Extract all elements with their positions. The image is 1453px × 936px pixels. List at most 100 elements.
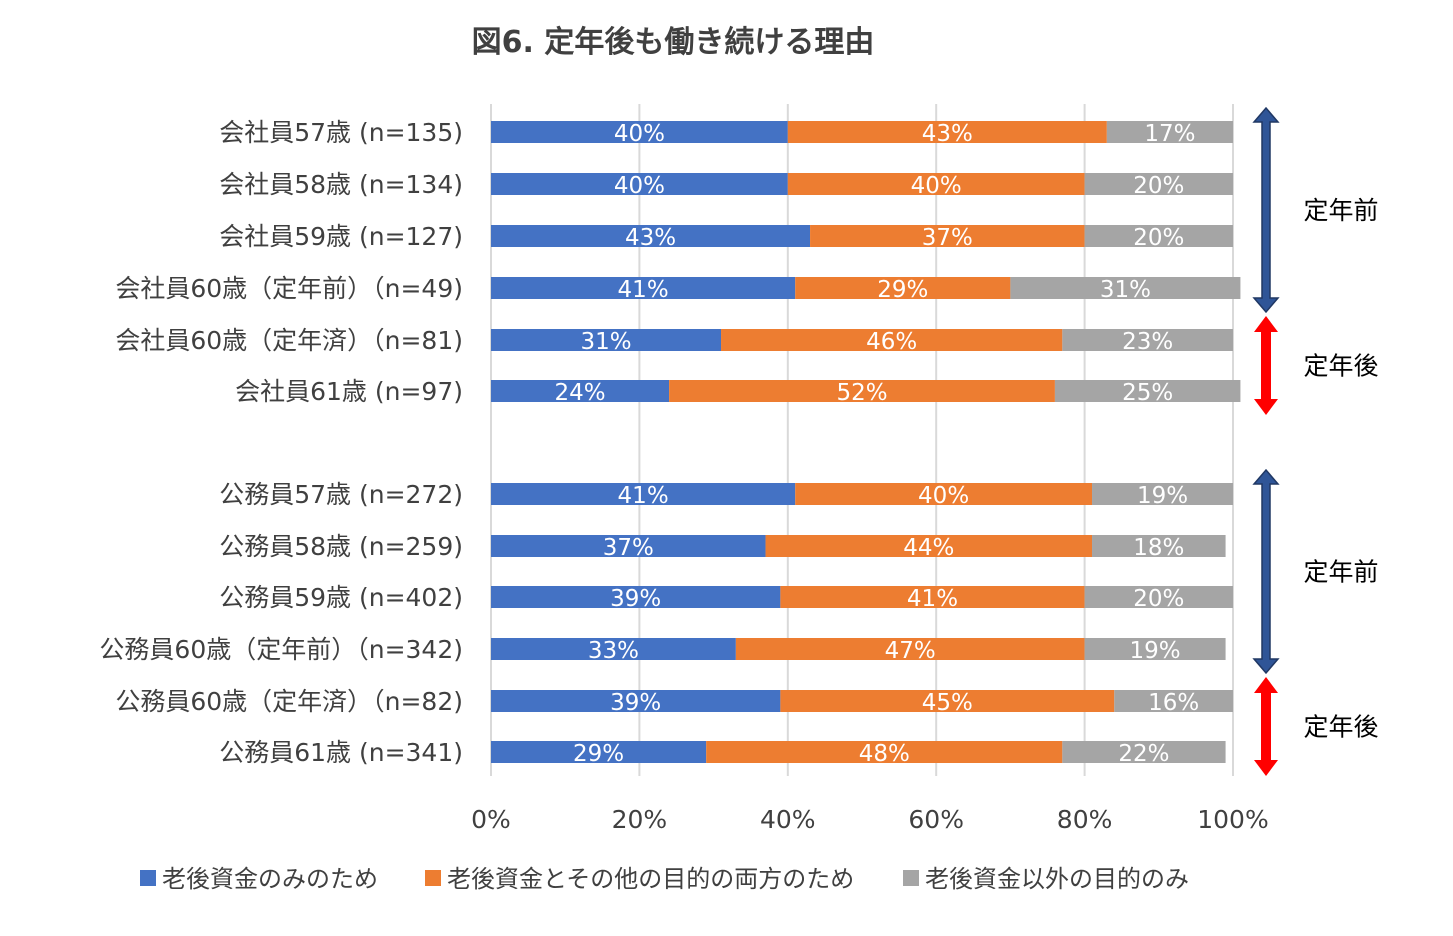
- data-label: 43%: [922, 121, 973, 147]
- legend: 老後資金のみのため 老後資金とその他の目的の両方のため 老後資金以外の目的のみ: [140, 865, 1189, 893]
- category-label: 公務員58歳 (n=259): [219, 532, 463, 561]
- bar-segment: [1054, 380, 1241, 402]
- bar-segment: [491, 638, 736, 660]
- category-labels: 会社員57歳 (n=135) 会社員58歳 (n=134) 会社員59歳 (n=12…: [99, 118, 463, 767]
- data-label: 20%: [1133, 225, 1184, 251]
- category-label: 会社員57歳 (n=135): [219, 118, 463, 147]
- bar-segment: [795, 277, 1011, 299]
- bar-segment: [1062, 329, 1233, 351]
- data-label: 33%: [588, 638, 639, 664]
- data-label: 40%: [911, 173, 962, 199]
- bar-segment: [1114, 690, 1233, 712]
- data-label: 24%: [554, 380, 605, 406]
- bar-segment: [1084, 638, 1226, 660]
- data-label: 39%: [610, 690, 661, 716]
- category-label: 会社員58歳 (n=134): [219, 170, 463, 199]
- grid: [490, 104, 1234, 776]
- red-double-arrow: [1254, 677, 1278, 776]
- data-label: 41%: [618, 483, 669, 509]
- data-label: 29%: [877, 277, 928, 303]
- category-label: 会社員61歳 (n=97): [235, 377, 463, 406]
- data-label: 40%: [918, 483, 969, 509]
- bar-segment: [491, 225, 811, 247]
- data-label: 20%: [1133, 173, 1184, 199]
- bar-segment: [669, 380, 1055, 402]
- x-tick-label: 20%: [612, 805, 668, 834]
- bar-segment: [1084, 586, 1233, 608]
- chart-title: 図6. 定年後も働き続ける理由: [472, 25, 875, 60]
- data-label: 16%: [1148, 690, 1199, 716]
- data-label: 46%: [866, 329, 917, 355]
- data-label: 31%: [580, 329, 631, 355]
- data-label: 52%: [836, 380, 887, 406]
- legend-swatch: [903, 870, 919, 886]
- bar-segment: [1084, 173, 1233, 195]
- blue-double-arrow: [1252, 106, 1280, 314]
- data-label: 47%: [885, 638, 936, 664]
- legend-label: 老後資金とその他の目的の両方のため: [447, 865, 854, 893]
- category-label: 会社員60歳（定年済）（n=81): [115, 326, 463, 355]
- category-label: 公務員59歳 (n=402): [219, 583, 463, 612]
- data-label: 41%: [618, 277, 669, 303]
- bar-segment: [787, 173, 1085, 195]
- legend-label: 老後資金以外の目的のみ: [925, 865, 1189, 893]
- category-label: 会社員59歳 (n=127): [219, 222, 463, 251]
- data-label: 37%: [603, 535, 654, 561]
- x-tick-label: 100%: [1197, 805, 1268, 834]
- bar-segment: [491, 121, 788, 143]
- bar-segment: [721, 329, 1063, 351]
- annotation-label: 定年前: [1303, 558, 1378, 587]
- data-label: 31%: [1100, 277, 1151, 303]
- bar-segment: [491, 535, 766, 557]
- x-axis: 0% 20% 40% 60% 80% 100%: [471, 805, 1269, 834]
- data-label: 40%: [614, 121, 665, 147]
- bar-segment: [795, 483, 1093, 505]
- category-label: 公務員60歳（定年前）（n=342): [99, 635, 463, 664]
- red-double-arrow: [1254, 316, 1278, 415]
- data-label: 45%: [922, 690, 973, 716]
- bar-segment: [780, 690, 1115, 712]
- data-label: 18%: [1133, 535, 1184, 561]
- bar-segment: [491, 483, 796, 505]
- bar-segment: [491, 380, 670, 402]
- category-label: 公務員57歳 (n=272): [219, 480, 463, 509]
- bar-segment: [491, 741, 707, 763]
- bar-segment: [1010, 277, 1241, 299]
- bar-segment: [735, 638, 1085, 660]
- data-label: 43%: [625, 225, 676, 251]
- data-label: 41%: [907, 586, 958, 612]
- x-tick-label: 60%: [908, 805, 964, 834]
- bar-segment: [780, 586, 1085, 608]
- bar-segment: [491, 277, 796, 299]
- data-label: 39%: [610, 586, 661, 612]
- data-label: 20%: [1133, 586, 1184, 612]
- x-tick-label: 80%: [1057, 805, 1113, 834]
- data-label: 19%: [1130, 638, 1181, 664]
- category-label: 会社員60歳（定年前）（n=49): [115, 274, 463, 303]
- blue-double-arrow: [1252, 468, 1280, 675]
- bar-segment: [491, 329, 722, 351]
- legend-swatch: [425, 870, 441, 886]
- bar-segment: [491, 586, 781, 608]
- x-tick-label: 0%: [471, 805, 511, 834]
- legend-label: 老後資金のみのため: [162, 865, 378, 893]
- bars: 40% 43% 17% 40% 40% 20% 43% 37% 20% 41% 29% 31% 31% 4…: [491, 121, 1241, 767]
- data-label: 44%: [903, 535, 954, 561]
- data-label: 25%: [1122, 380, 1173, 406]
- bar-segment: [810, 225, 1085, 247]
- bar-segment: [787, 121, 1107, 143]
- bar-segment: [1084, 225, 1233, 247]
- data-label: 22%: [1118, 741, 1169, 767]
- bar-segment: [706, 741, 1063, 763]
- data-label: 19%: [1137, 483, 1188, 509]
- data-label: 48%: [859, 741, 910, 767]
- bar-segment: [765, 535, 1093, 557]
- annotation-label: 定年前: [1303, 196, 1378, 225]
- annotation-label: 定年後: [1303, 713, 1378, 742]
- annotation-label: 定年後: [1303, 352, 1378, 381]
- bar-segment: [1106, 121, 1233, 143]
- data-label: 23%: [1122, 329, 1173, 355]
- x-tick-label: 40%: [760, 805, 816, 834]
